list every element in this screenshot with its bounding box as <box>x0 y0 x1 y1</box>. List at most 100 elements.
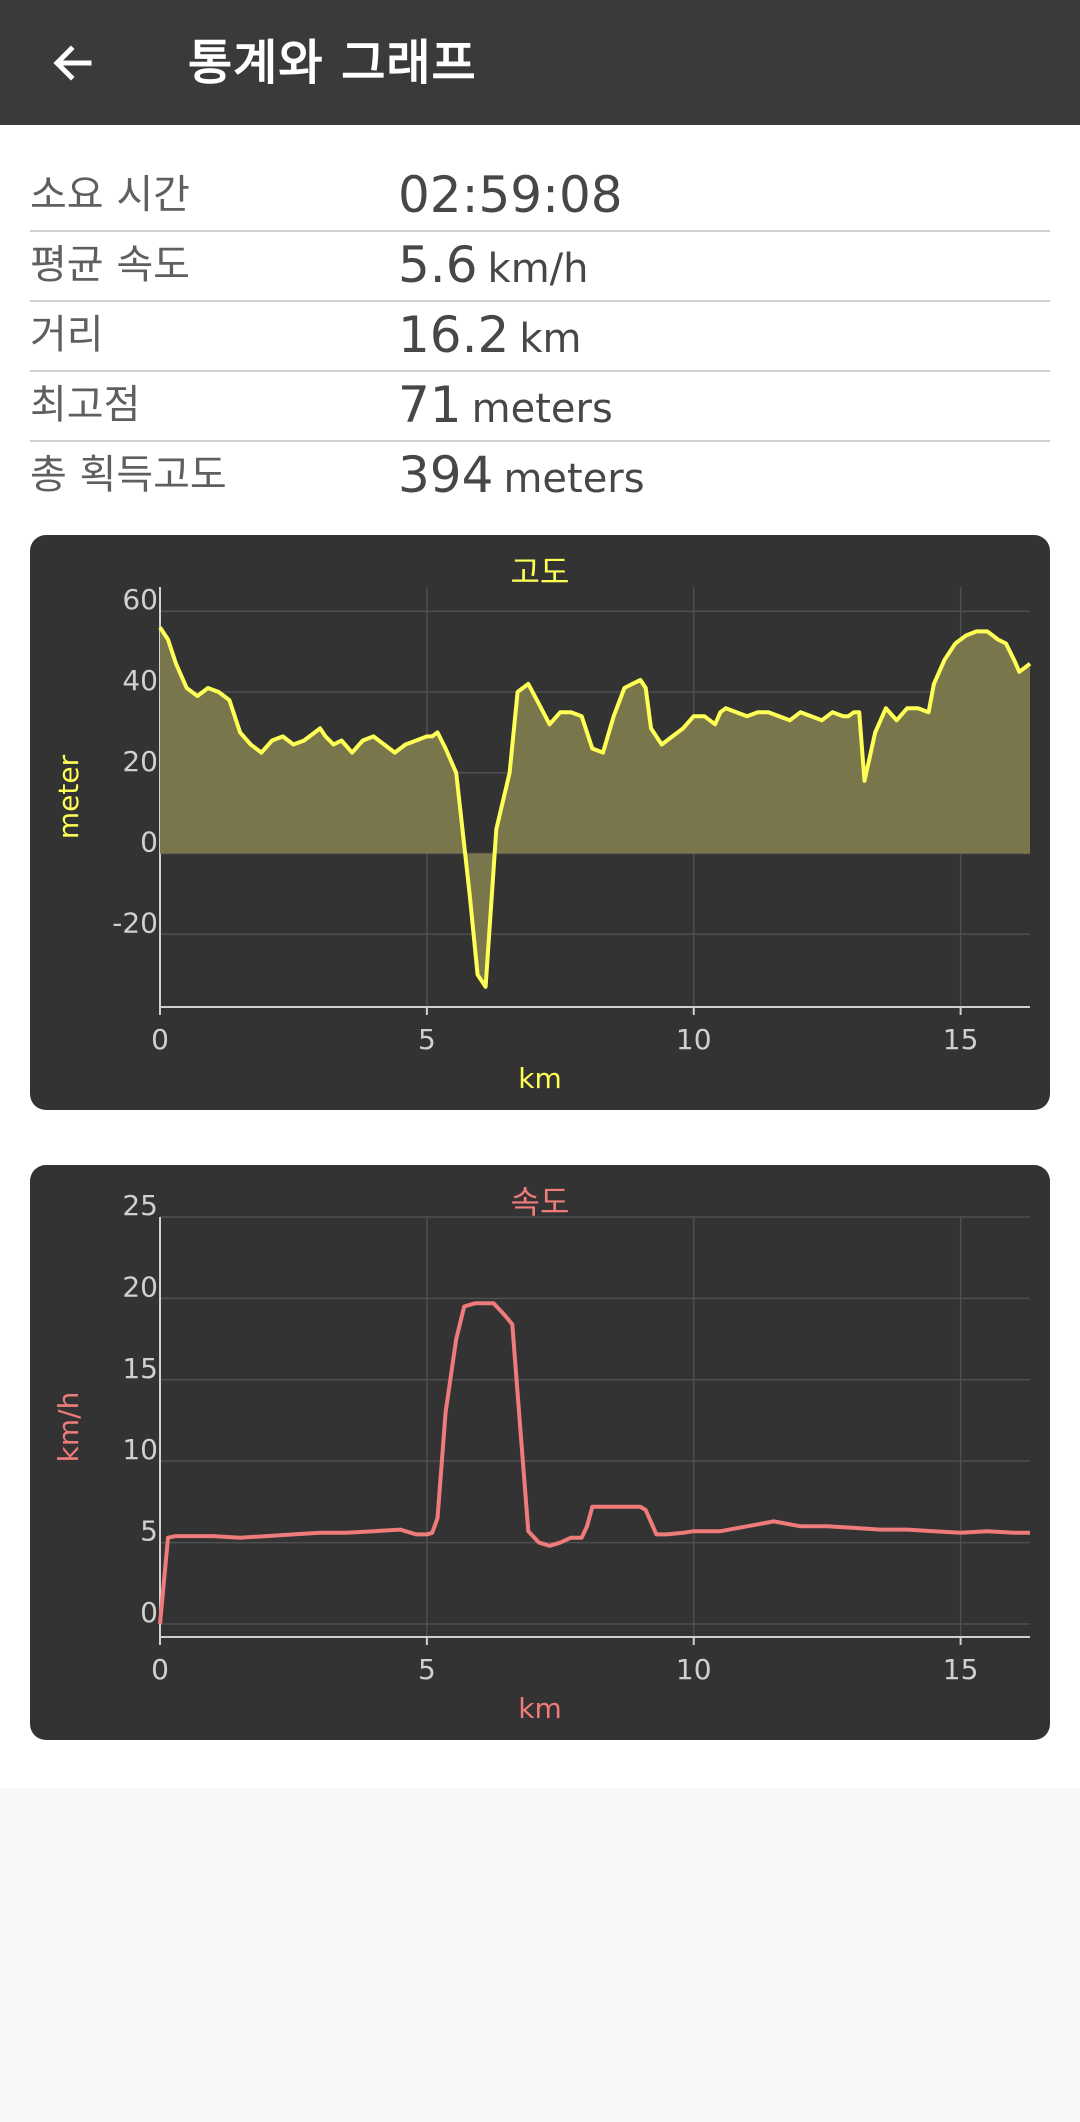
data-point <box>340 739 343 742</box>
data-point <box>393 751 396 754</box>
stat-number: 16.2 <box>398 306 510 364</box>
data-point <box>228 699 231 702</box>
data-point <box>271 739 274 742</box>
data-point <box>591 1505 594 1508</box>
data-point <box>431 1531 434 1534</box>
data-point <box>484 1302 487 1305</box>
data-point <box>692 1530 695 1533</box>
data-point <box>943 658 946 661</box>
data-point <box>508 771 511 774</box>
data-point <box>986 1530 989 1533</box>
data-point <box>538 1541 541 1544</box>
data-point <box>879 1528 882 1531</box>
data-point <box>639 678 642 681</box>
data-point <box>303 739 306 742</box>
back-button[interactable] <box>38 28 108 98</box>
y-axis-label: meter <box>52 754 85 839</box>
data-point <box>810 715 813 718</box>
series-line <box>158 626 1032 989</box>
data-point <box>772 1520 775 1523</box>
data-point <box>799 711 802 714</box>
data-point <box>548 1544 551 1547</box>
stat-row-duration: 소요 시간 02:59:08 <box>30 160 1050 232</box>
data-point <box>495 828 498 831</box>
stat-row-total-ascent: 총 획득고도 394 meters <box>30 440 1050 510</box>
data-point <box>852 1526 855 1529</box>
data-point <box>788 719 791 722</box>
data-point <box>932 682 935 685</box>
data-point <box>767 711 770 714</box>
data-point <box>975 630 978 633</box>
data-point <box>591 747 594 750</box>
elevation-chart: 60 40 20 0 -20 0 5 10 15 고도 km meter <box>52 553 1032 1095</box>
stat-value: 5.6 km/h <box>398 236 589 294</box>
y-tick-label: 5 <box>140 1515 158 1548</box>
data-point <box>473 1302 476 1305</box>
data-point <box>692 715 695 718</box>
area-fill <box>160 627 1030 987</box>
x-tick-label: 15 <box>943 1023 979 1056</box>
data-point <box>399 1528 402 1531</box>
data-point <box>959 1531 962 1534</box>
data-point <box>612 1505 615 1508</box>
data-point <box>444 1411 447 1414</box>
stat-label: 소요 시간 <box>30 172 190 218</box>
data-point <box>404 743 407 746</box>
stat-unit: km <box>519 316 582 362</box>
data-point <box>175 1535 178 1538</box>
data-point <box>383 743 386 746</box>
y-tick-label: 10 <box>122 1433 158 1466</box>
data-point <box>511 1323 514 1326</box>
data-point <box>548 723 551 726</box>
x-tick-label: 15 <box>943 1653 979 1686</box>
data-point <box>724 707 727 710</box>
arrow-left-icon <box>53 45 92 81</box>
data-point <box>631 682 634 685</box>
speed-chart: 25 20 15 10 5 0 0 5 10 15 속도 km km/h <box>52 1183 1030 1725</box>
data-point <box>476 973 479 976</box>
stat-unit: km/h <box>487 246 589 292</box>
data-point <box>986 630 989 633</box>
data-point <box>580 715 583 718</box>
data-point <box>644 1509 647 1512</box>
data-point <box>965 634 968 637</box>
data-point <box>415 739 418 742</box>
data-point <box>639 1505 642 1508</box>
app-bar: 통계와 그래프 <box>0 0 1080 125</box>
data-point <box>799 1525 802 1528</box>
speed-chart-card: 25 20 15 10 5 0 0 5 10 15 속도 km km/h <box>30 1165 1050 1740</box>
x-axis-label: km <box>518 1062 562 1095</box>
data-point <box>425 1533 428 1536</box>
data-point <box>527 682 530 685</box>
data-point <box>874 731 877 734</box>
data-point <box>746 715 749 718</box>
y-tick-label: 0 <box>140 826 158 859</box>
data-point <box>372 735 375 738</box>
data-point <box>292 743 295 746</box>
data-point <box>185 687 188 690</box>
stat-row-distance: 거리 16.2 km <box>30 300 1050 372</box>
data-point <box>778 715 781 718</box>
y-tick-label: 20 <box>122 1270 158 1303</box>
x-tick-label: 5 <box>418 1023 436 1056</box>
data-point <box>655 1533 658 1536</box>
data-point <box>997 638 1000 641</box>
data-point <box>852 711 855 714</box>
data-point <box>260 751 263 754</box>
data-point <box>666 1533 669 1536</box>
stat-value: 02:59:08 <box>398 166 623 224</box>
data-point <box>217 691 220 694</box>
data-point <box>682 1531 685 1534</box>
data-point <box>954 642 957 645</box>
data-point <box>1005 642 1008 645</box>
data-point <box>714 723 717 726</box>
data-point <box>436 1517 439 1520</box>
data-point <box>623 687 626 690</box>
data-point <box>826 1525 829 1528</box>
series-line <box>158 1301 1030 1625</box>
data-point <box>436 731 439 734</box>
data-point <box>455 771 458 774</box>
stat-number: 02:59:08 <box>398 166 623 224</box>
data-point <box>415 1533 418 1536</box>
y-tick-label: -20 <box>112 906 158 939</box>
